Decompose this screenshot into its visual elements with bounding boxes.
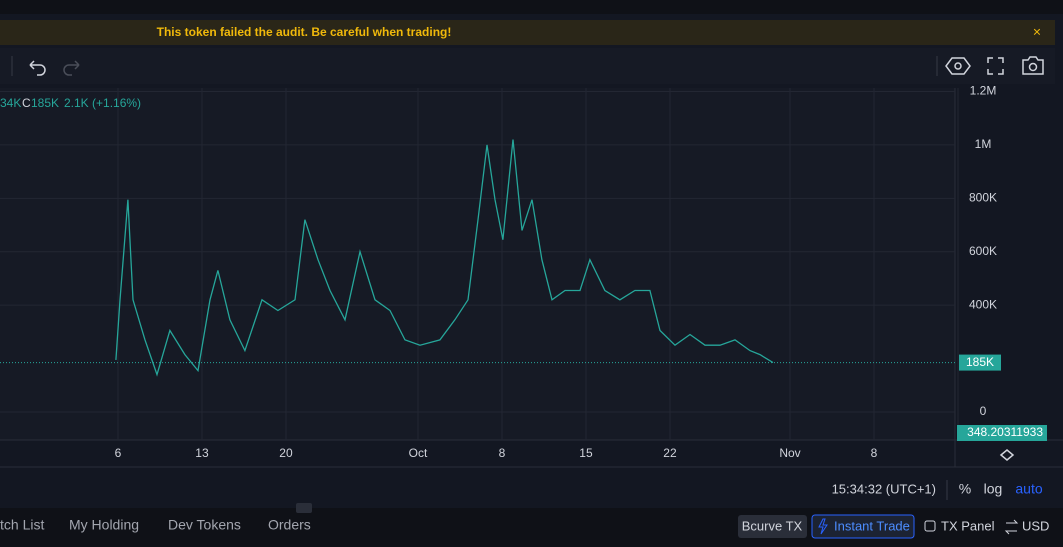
grid xyxy=(0,88,959,440)
toolbar xyxy=(0,48,1055,84)
redo-icon[interactable] xyxy=(63,60,80,76)
legend-change: 2.1K (+1.16%) xyxy=(64,96,141,110)
y-tick-label: 1.2M xyxy=(970,84,997,98)
bolt-icon xyxy=(818,518,828,535)
axis-settings-icon[interactable] xyxy=(999,449,1015,461)
swap-icon xyxy=(1004,519,1019,535)
close-banner[interactable]: × xyxy=(1033,24,1041,40)
clock: 15:34:32 (UTC+1) xyxy=(832,481,936,496)
warning-text: This token failed the audit. Be careful … xyxy=(157,25,452,39)
x-tick-label: 13 xyxy=(195,446,209,460)
tx-panel-button[interactable]: TX Panel xyxy=(941,518,995,533)
auto-toggle[interactable]: auto xyxy=(1015,481,1042,497)
instant-trade-button[interactable]: Instant Trade xyxy=(834,518,910,533)
resize-handle[interactable] xyxy=(296,503,312,513)
y-tick-label: 800K xyxy=(969,190,997,204)
x-tick-label: 8 xyxy=(871,446,878,460)
x-tick-label: Nov xyxy=(779,446,800,460)
log-toggle[interactable]: log xyxy=(984,481,1003,497)
warning-banner xyxy=(0,20,1055,45)
y-tick-label: 400K xyxy=(969,297,997,311)
price-line xyxy=(115,139,774,377)
settings-icon[interactable] xyxy=(945,57,971,75)
currency-button[interactable]: USD xyxy=(1022,518,1049,533)
x-tick-label: 22 xyxy=(663,446,677,460)
x-tick-label: 15 xyxy=(579,446,593,460)
plot xyxy=(0,139,955,377)
legend-close-key: C xyxy=(22,96,31,110)
bcurve-button[interactable]: Bcurve TX xyxy=(742,518,803,533)
last-price-badge xyxy=(959,354,1001,371)
y-tick-label: 0 xyxy=(980,404,987,418)
fullscreen-icon[interactable] xyxy=(987,57,1004,75)
legend-open: 34K xyxy=(0,96,21,110)
percent-toggle[interactable]: % xyxy=(959,481,971,497)
legend-close: 185K xyxy=(31,96,59,110)
tab[interactable]: My Holding xyxy=(69,517,139,533)
top-bar xyxy=(0,0,1063,14)
tab[interactable]: Dev Tokens xyxy=(168,517,241,533)
undo-icon[interactable] xyxy=(29,60,46,76)
button-bg[interactable] xyxy=(738,515,807,538)
screenshot-icon[interactable] xyxy=(1022,56,1044,75)
volume-label: 348.20311933 xyxy=(967,425,1043,439)
x-tick-label: 6 xyxy=(115,446,122,460)
x-tick-label: 20 xyxy=(279,446,293,460)
x-tick-label: 8 xyxy=(499,446,506,460)
y-tick-label: 1M xyxy=(975,137,992,151)
x-tick-label: Oct xyxy=(409,446,428,460)
y-tick-label: 600K xyxy=(969,244,997,258)
panel-icon xyxy=(924,520,936,532)
settings-icon-center xyxy=(954,62,962,70)
tab[interactable]: Orders xyxy=(268,517,311,533)
volume-badge xyxy=(957,425,1047,441)
chart-pane xyxy=(0,88,955,440)
button-bg[interactable] xyxy=(811,514,915,539)
screenshot-icon-lens xyxy=(1028,62,1038,72)
tab[interactable]: tch List xyxy=(0,517,44,533)
last-price-label: 185K xyxy=(966,355,994,369)
